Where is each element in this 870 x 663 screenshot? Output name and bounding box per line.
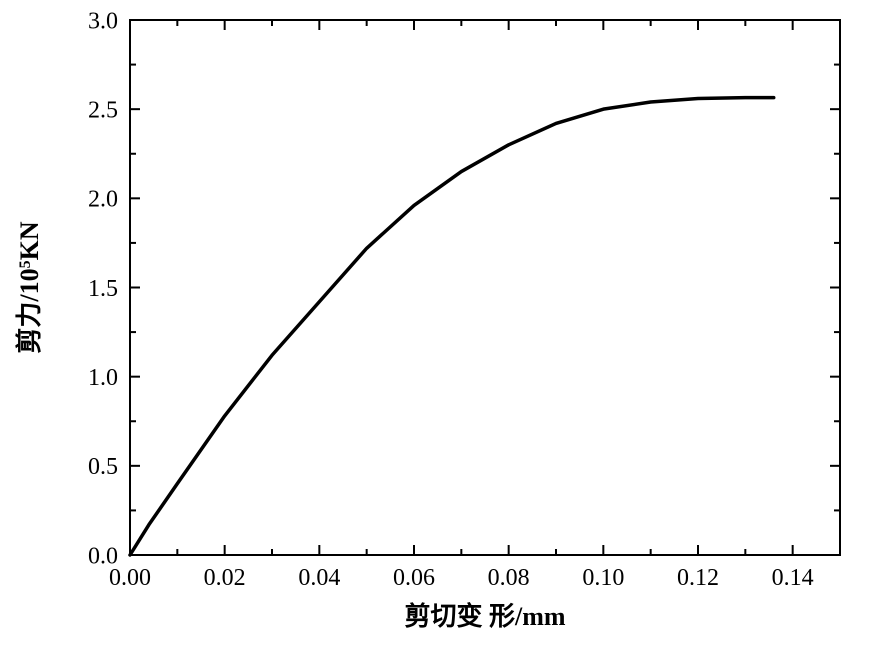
y-tick-label: 0.5	[88, 454, 118, 480]
x-axis-label: 剪切变 形/mm	[404, 601, 565, 631]
x-tick-label: 0.14	[772, 565, 814, 591]
chart-svg: 0.000.020.040.060.080.100.120.140.00.51.…	[0, 0, 870, 663]
y-tick-label: 3.0	[88, 8, 118, 34]
x-tick-label: 0.10	[582, 565, 624, 591]
x-tick-label: 0.08	[488, 565, 530, 591]
y-tick-label: 1.0	[88, 365, 118, 391]
x-tick-label: 0.06	[393, 565, 435, 591]
x-tick-label: 0.12	[677, 565, 719, 591]
y-tick-label: 2.0	[88, 187, 118, 213]
y-axis-label: 剪力/105KN	[14, 221, 44, 353]
y-tick-label: 1.5	[88, 276, 118, 302]
y-tick-label: 2.5	[88, 98, 118, 124]
x-tick-label: 0.02	[204, 565, 246, 591]
y-tick-label: 0.0	[88, 543, 118, 569]
chart-container: 0.000.020.040.060.080.100.120.140.00.51.…	[0, 0, 870, 663]
x-tick-label: 0.04	[298, 565, 340, 591]
